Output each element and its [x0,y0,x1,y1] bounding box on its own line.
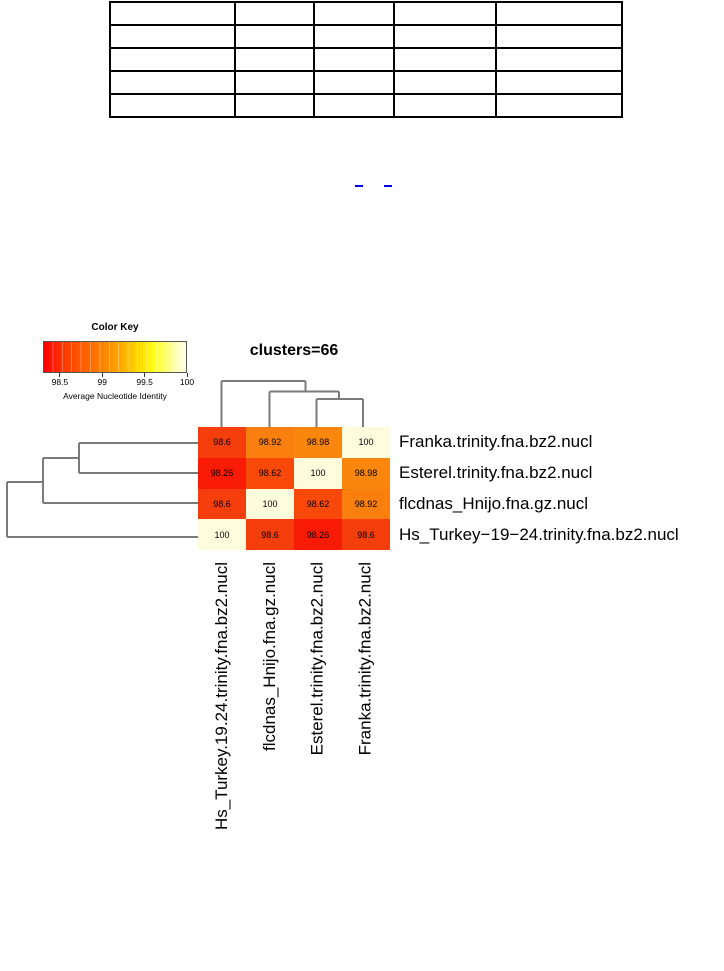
heatmap-column-label: Esterel.trinity.fna.bz2.nucl [307,562,326,756]
table-cell [393,24,497,49]
table-row [109,1,623,26]
table-row [109,47,623,72]
table-row [109,93,623,118]
color-key-axis-label: Average Nucleotide Identity [63,391,167,401]
heatmap-cell: 98.62 [246,457,294,489]
table-cell [109,70,236,95]
colorbar-tick-label: 99 [97,377,108,387]
table-cell [234,70,315,95]
table-cell [495,70,623,95]
heatmap-cell: 98.26 [198,457,246,489]
heatmap-cell: 100 [294,457,342,489]
heatmap-cell: 98.6 [198,488,246,520]
table-cell [313,24,395,49]
heatmap-column-label: Franka.trinity.fna.bz2.nucl [355,562,374,756]
table-cell [234,93,315,118]
table-cell [393,1,497,26]
heatmap-cell: 100 [246,488,294,520]
table-cell [495,93,623,118]
table-cell [234,1,315,26]
table-cell [313,70,395,95]
heatmap-cell: 98.92 [246,427,294,458]
color-key-gradient-bar [43,341,187,373]
heatmap-cell: 100 [342,427,390,458]
link-underline-2[interactable] [384,185,392,187]
table-cell [234,24,315,49]
colorbar-tick [101,373,103,377]
heatmap-title: clusters=66 [249,342,339,359]
table-cell [109,1,236,26]
table-cell [109,93,236,118]
table-cell [313,1,395,26]
table-cell [495,24,623,49]
table-cell [393,70,497,95]
heatmap-cell: 98.92 [342,488,390,520]
colorbar-tick-label: 100 [179,377,195,387]
table-cell [495,47,623,72]
heatmap-cell: 98.6 [198,427,246,458]
heatmap-cell: 98.62 [294,488,342,520]
heatmap-grid: 98.6 98.92 98.98 100 98.26 98.62 100 98.98 98.6 1… [198,427,390,550]
heatmap-cell: 98.6 [246,519,294,550]
table-cell [234,47,315,72]
heatmap-cell: 98.98 [294,427,342,458]
table-row [109,24,623,49]
heatmap-cell: 98.98 [342,457,390,489]
heatmap-column-label: flcdnas_Hnijo.fna.gz.nucl [260,562,279,752]
color-key-title: Color Key [91,322,139,333]
table-cell [109,24,236,49]
table-cell [313,47,395,72]
heatmap-row-label: flcdnas_Hnijo.fna.gz.nucl [399,493,589,513]
heatmap-column-label: Hs_Turkey.19.24.trinity.fna.bz2.nucl [212,562,231,831]
link-underline-1[interactable] [355,185,363,187]
heatmap-cell: 100 [198,519,246,550]
table-cell [109,47,236,72]
table-cell [313,93,395,118]
heatmap-row-label: Esterel.trinity.fna.bz2.nucl [399,463,593,483]
colorbar-tick-label: 98.5 [51,377,69,387]
table-cell [393,47,497,72]
heatmap-cell: 98.26 [294,519,342,550]
colorbar-tick [144,373,146,377]
table-row [109,70,623,95]
heatmap-cell: 98.6 [342,519,390,550]
colorbar-tick-label: 99.5 [136,377,153,387]
empty-table [109,1,623,118]
heatmap-row-label: Franka.trinity.fna.bz2.nucl [399,432,593,452]
table-cell [495,1,623,26]
heatmap-row-label: Hs_Turkey−19−24.trinity.fna.bz2.nucl [399,524,679,544]
table-cell [393,93,497,118]
colorbar-tick [186,373,188,377]
colorbar-tick [59,373,61,377]
